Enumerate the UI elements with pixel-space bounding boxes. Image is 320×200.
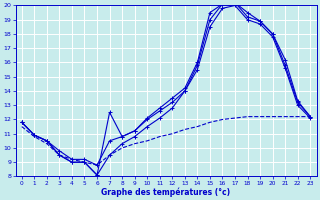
X-axis label: Graphe des températures (°c): Graphe des températures (°c) bbox=[101, 187, 231, 197]
